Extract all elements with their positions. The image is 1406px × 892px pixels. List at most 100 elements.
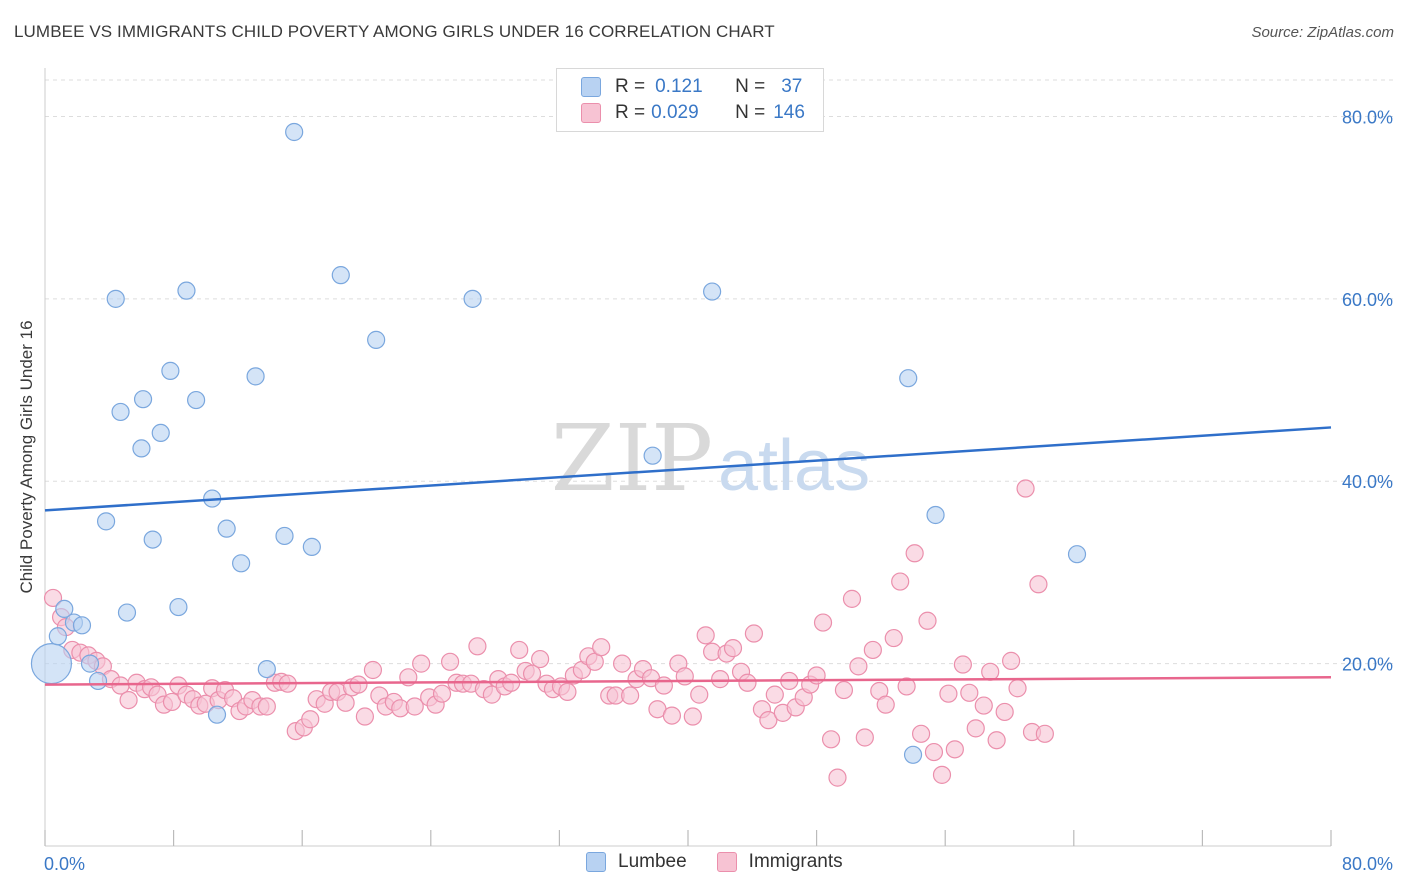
lumbee-point — [55, 599, 74, 619]
lumbee-point — [207, 705, 227, 724]
lumbee-point — [285, 122, 304, 142]
immigrants-point — [662, 706, 682, 725]
immigrants-point — [821, 730, 841, 749]
immigrants-point — [765, 685, 784, 704]
immigrants-point — [432, 684, 452, 703]
immigrants-legend-label: Immigrants — [748, 851, 843, 872]
lumbee-point — [246, 367, 265, 386]
immigrants-n-label: N = — [735, 102, 766, 123]
tick-labels: 20.0% 40.0% 60.0% 80.0% 0.0% 80.0% — [44, 107, 1393, 874]
x-tick-label-max: 80.0% — [1342, 854, 1393, 874]
immigrants-point — [1008, 679, 1027, 698]
immigrants-point — [905, 544, 924, 563]
immigrants-point — [759, 711, 778, 730]
immigrants-point — [558, 682, 577, 701]
immigrants-point — [482, 685, 501, 704]
immigrants-point — [468, 637, 487, 656]
immigrants-point — [974, 696, 993, 715]
lumbee-point — [643, 446, 662, 465]
immigrants-points — [43, 479, 1054, 787]
lumbee-point — [177, 281, 196, 300]
lumbee-trend-line — [44, 426, 1332, 512]
immigrants-point — [1002, 651, 1021, 670]
immigrants-point — [1029, 575, 1048, 594]
immigrants-point — [945, 740, 964, 759]
y-tick-label: 80.0% — [1342, 107, 1393, 127]
immigrants-point — [744, 624, 764, 643]
immigrants-point — [863, 640, 882, 660]
lumbee-point — [331, 266, 350, 285]
immigrants-point — [301, 710, 320, 729]
immigrants-point — [849, 657, 868, 676]
trend-lines — [44, 426, 1332, 686]
immigrants-n-value: 146 — [773, 102, 805, 123]
lumbee-r-label: R = — [615, 76, 646, 97]
immigrants-point — [738, 673, 757, 692]
immigrants-point — [119, 690, 138, 710]
lumbee-point — [703, 282, 722, 301]
lumbee-point — [132, 439, 151, 458]
lumbee-legend-label: Lumbee — [618, 851, 687, 872]
series-legend: Lumbee Immigrants — [586, 851, 873, 873]
lumbee-point — [257, 659, 276, 679]
lumbee-point — [133, 390, 153, 409]
immigrants-point — [987, 731, 1006, 750]
lumbee-point — [275, 526, 294, 546]
immigrants-point — [43, 588, 63, 608]
immigrants-point — [711, 670, 730, 689]
immigrants-point — [363, 660, 383, 680]
immigrants-point — [592, 638, 611, 657]
immigrants-point — [654, 676, 673, 695]
lumbee-r-value: 0.121 — [655, 76, 703, 97]
lumbee-legend-swatch — [586, 852, 606, 872]
legend-item-lumbee: Lumbee — [586, 851, 687, 873]
immigrants-point — [1035, 724, 1054, 743]
immigrants-point — [675, 667, 694, 686]
correlation-legend: R = 0.121 N = 37 R = 0.029 N = 146 — [556, 68, 824, 132]
immigrants-point — [696, 626, 715, 645]
immigrants-point — [834, 680, 854, 700]
source-label: Source: ZipAtlas.com — [1251, 24, 1394, 41]
lumbee-point — [1067, 545, 1087, 564]
immigrants-point — [162, 692, 182, 712]
immigrants-point — [939, 684, 958, 703]
immigrants-point — [891, 572, 910, 591]
immigrants-point — [621, 686, 640, 705]
lumbee-point — [187, 390, 206, 410]
lumbee-point — [111, 402, 130, 422]
grid-layer — [44, 68, 1393, 847]
immigrants-point — [828, 768, 847, 787]
immigrants-point — [855, 728, 874, 747]
immigrants-point — [683, 707, 702, 726]
legend-item-immigrants: Immigrants — [716, 851, 843, 873]
lumbee-point — [161, 361, 180, 380]
lumbee-point — [48, 627, 67, 646]
lumbee-point — [88, 671, 108, 691]
immigrants-point — [510, 640, 529, 660]
legend-row-immigrants: R = 0.029 N = 146 — [581, 101, 805, 125]
immigrants-point — [876, 695, 895, 714]
lumbee-point — [903, 745, 923, 764]
y-tick-label: 40.0% — [1342, 472, 1393, 492]
lumbee-point — [30, 643, 73, 685]
immigrants-point — [953, 655, 972, 674]
immigrants-point — [842, 589, 862, 608]
immigrants-point — [966, 719, 985, 738]
immigrants-point — [897, 677, 916, 696]
immigrants-point — [884, 628, 903, 648]
immigrants-point — [440, 652, 460, 671]
immigrants-point — [257, 697, 276, 716]
immigrants-point — [813, 613, 833, 632]
immigrants-point — [995, 702, 1014, 722]
immigrants-point — [531, 649, 550, 669]
lumbee-point — [169, 597, 188, 617]
lumbee-n-value: 37 — [781, 76, 803, 97]
immigrants-point — [405, 697, 424, 716]
lumbee-point — [96, 512, 116, 531]
immigrants-point — [355, 707, 374, 726]
immigrants-point — [412, 654, 431, 673]
immigrants-trend-line — [44, 676, 1332, 686]
immigrants-r-value: 0.029 — [651, 102, 699, 123]
y-axis-label: Child Poverty Among Girls Under 16 — [17, 320, 36, 594]
